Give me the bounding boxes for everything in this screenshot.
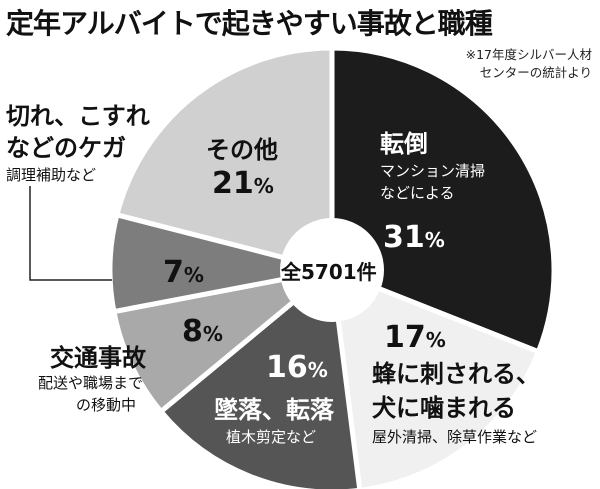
slice-label-bee-dog-2: 犬に噛まれる — [372, 394, 516, 422]
source-note-line1: ※17年度シルバー人材 — [465, 47, 592, 62]
slice-label-falls-from-height: 墜落、転落 — [214, 396, 334, 424]
chart-title: 定年アルバイトで起きやすい事故と職種 — [6, 7, 493, 40]
pie-slice-other — [113, 45, 335, 274]
pie-center-hole — [280, 218, 384, 322]
pie-slice-falling — [329, 45, 557, 355]
slice-label-other: その他 — [206, 136, 278, 164]
slice-value-other: 21% — [212, 166, 274, 201]
slice-label-traffic: 交通事故 — [50, 344, 146, 372]
slice-detail-falling-1: マンション清掃 — [380, 162, 486, 180]
slice-detail-falls-from-height: 植木剪定など — [226, 428, 317, 446]
slice-detail-bee-dog: 屋外清掃、除草作業など — [372, 428, 538, 446]
slice-value-falls-from-height: 16% — [266, 350, 328, 385]
leader-line-cuts — [29, 186, 112, 281]
slice-label-cuts-2: などのケガ — [6, 134, 126, 162]
slice-detail-cuts: 調理補助など — [6, 166, 97, 184]
slice-detail-falling-2: などによる — [380, 184, 455, 202]
slice-detail-traffic-2: の移動中 — [76, 396, 137, 414]
pie-slice-falls-from-height — [157, 265, 363, 489]
slice-detail-traffic-1: 配送や職場まで — [38, 374, 144, 392]
pie-slice-bee-dog — [328, 266, 542, 489]
slice-value-traffic: 8% — [182, 314, 223, 349]
slice-value-cuts: 7% — [163, 255, 204, 290]
slice-label-bee-dog-1: 蜂に刺される、 — [372, 360, 540, 388]
slice-label-falling: 転倒 — [380, 130, 428, 158]
slice-value-bee-dog: 17% — [384, 320, 446, 355]
slice-value-falling: 31% — [383, 220, 445, 255]
source-note-line2: センターの統計より — [479, 65, 592, 80]
slice-label-cuts-1: 切れ、こすれ — [6, 102, 150, 130]
total-count-label: 全5701件 — [281, 260, 377, 284]
